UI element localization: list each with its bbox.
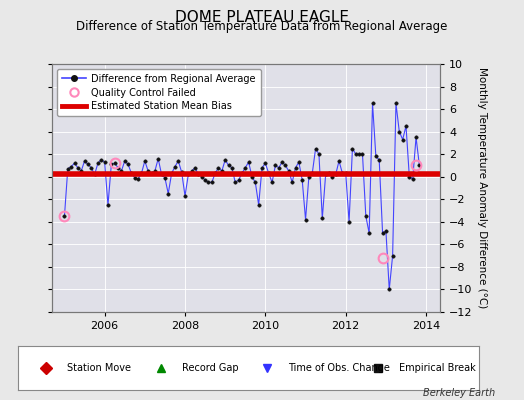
Text: DOME PLATEAU EAGLE: DOME PLATEAU EAGLE (175, 10, 349, 25)
Text: Difference of Station Temperature Data from Regional Average: Difference of Station Temperature Data f… (77, 20, 447, 33)
Y-axis label: Monthly Temperature Anomaly Difference (°C): Monthly Temperature Anomaly Difference (… (476, 67, 487, 309)
Text: Station Move: Station Move (67, 363, 131, 373)
Text: Berkeley Earth: Berkeley Earth (423, 388, 495, 398)
Text: Record Gap: Record Gap (182, 363, 238, 373)
Text: Time of Obs. Change: Time of Obs. Change (288, 363, 390, 373)
Legend: Difference from Regional Average, Quality Control Failed, Estimated Station Mean: Difference from Regional Average, Qualit… (57, 69, 260, 116)
Text: Empirical Break: Empirical Break (399, 363, 475, 373)
